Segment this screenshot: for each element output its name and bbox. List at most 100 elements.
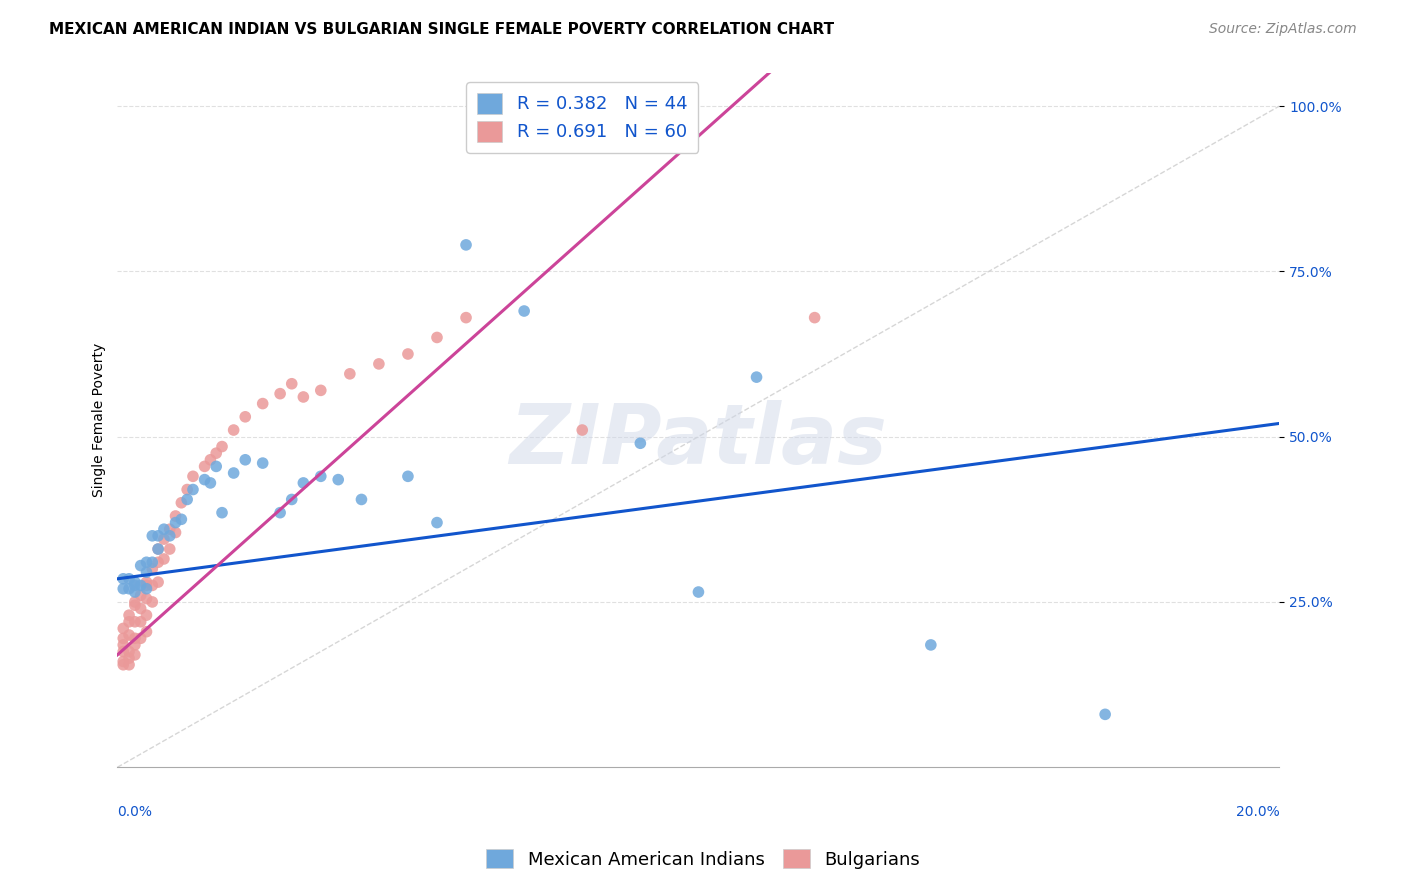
Point <box>129 632 152 646</box>
Point <box>135 582 157 596</box>
Point <box>146 542 169 557</box>
Text: 0.0%: 0.0% <box>118 805 152 820</box>
Point <box>745 370 768 384</box>
Point <box>803 310 825 325</box>
Point <box>159 522 181 536</box>
Point <box>135 624 157 639</box>
Point <box>141 595 163 609</box>
Point <box>181 469 204 483</box>
Point <box>269 506 291 520</box>
Point <box>571 423 593 437</box>
Point <box>146 529 169 543</box>
Point <box>159 542 181 557</box>
Point <box>118 657 141 672</box>
Point <box>328 473 350 487</box>
Point <box>118 615 141 629</box>
Point <box>211 440 233 454</box>
Point <box>112 582 135 596</box>
Point <box>426 516 449 530</box>
Point <box>233 452 256 467</box>
Point <box>141 529 163 543</box>
Point <box>211 506 233 520</box>
Point <box>129 578 152 592</box>
Point <box>118 608 141 623</box>
Point <box>124 578 146 592</box>
Point <box>513 304 536 318</box>
Point <box>628 436 651 450</box>
Point <box>367 357 389 371</box>
Point <box>280 376 302 391</box>
Y-axis label: Single Female Poverty: Single Female Poverty <box>93 343 107 497</box>
Text: MEXICAN AMERICAN INDIAN VS BULGARIAN SINGLE FEMALE POVERTY CORRELATION CHART: MEXICAN AMERICAN INDIAN VS BULGARIAN SIN… <box>49 22 834 37</box>
Point <box>124 595 146 609</box>
Point <box>124 615 146 629</box>
Point <box>112 638 135 652</box>
Point <box>350 492 373 507</box>
Text: ZIPatlas: ZIPatlas <box>509 401 887 482</box>
Point <box>292 390 315 404</box>
Point <box>135 591 157 606</box>
Point <box>170 496 193 510</box>
Point <box>205 459 228 474</box>
Point <box>112 632 135 646</box>
Point <box>176 483 198 497</box>
Point <box>141 555 163 569</box>
Point <box>454 310 477 325</box>
Point <box>292 475 315 490</box>
Point <box>135 555 157 569</box>
Point <box>112 621 135 635</box>
Point <box>153 522 176 536</box>
Point <box>1094 707 1116 722</box>
Point <box>309 469 332 483</box>
Point <box>124 632 146 646</box>
Point <box>222 423 245 437</box>
Point <box>426 330 449 344</box>
Point <box>200 452 222 467</box>
Point <box>396 469 419 483</box>
Point <box>176 492 198 507</box>
Point <box>118 651 141 665</box>
Text: 20.0%: 20.0% <box>1236 805 1279 820</box>
Point <box>129 615 152 629</box>
Point <box>165 508 187 523</box>
Point <box>124 575 146 590</box>
Point <box>339 367 361 381</box>
Point <box>112 655 135 669</box>
Point <box>118 644 141 658</box>
Point <box>396 347 419 361</box>
Point <box>124 585 146 599</box>
Point <box>118 628 141 642</box>
Point <box>181 483 204 497</box>
Point <box>146 542 169 557</box>
Legend: Mexican American Indians, Bulgarians: Mexican American Indians, Bulgarians <box>479 842 927 876</box>
Point <box>135 608 157 623</box>
Point <box>280 492 302 507</box>
Point <box>194 473 217 487</box>
Point <box>129 558 152 573</box>
Point <box>112 572 135 586</box>
Point <box>124 599 146 613</box>
Point <box>112 657 135 672</box>
Point <box>170 512 193 526</box>
Point <box>165 516 187 530</box>
Point <box>159 529 181 543</box>
Point <box>688 585 710 599</box>
Text: Source: ZipAtlas.com: Source: ZipAtlas.com <box>1209 22 1357 37</box>
Legend: R = 0.382   N = 44, R = 0.691   N = 60: R = 0.382 N = 44, R = 0.691 N = 60 <box>467 82 699 153</box>
Point <box>454 238 477 252</box>
Point <box>124 638 146 652</box>
Point <box>129 601 152 615</box>
Point <box>252 396 274 410</box>
Point <box>205 446 228 460</box>
Point <box>146 575 169 590</box>
Point <box>153 532 176 546</box>
Point <box>165 525 187 540</box>
Point <box>118 572 141 586</box>
Point <box>135 575 157 590</box>
Point <box>269 386 291 401</box>
Point <box>146 555 169 569</box>
Point <box>200 475 222 490</box>
Point <box>129 588 152 602</box>
Point <box>252 456 274 470</box>
Point <box>222 466 245 480</box>
